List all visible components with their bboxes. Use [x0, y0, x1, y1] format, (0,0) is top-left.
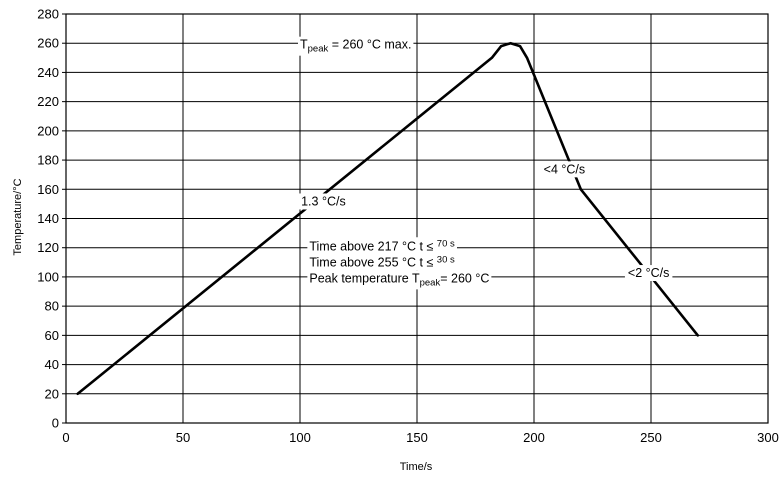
peak-temperature-label: Tpeak = 260 °C max.: [300, 38, 411, 55]
x-axis-title: Time/s: [400, 461, 433, 473]
profile-note-1-group: Time above 217 °C t ≤ 70 s: [307, 237, 458, 255]
y-tick-label: 260: [37, 36, 59, 51]
x-tick-label: 200: [523, 430, 545, 445]
profile-note-1: Time above 217 °C t ≤ 70 s: [309, 238, 455, 253]
x-tick-label: 100: [289, 430, 311, 445]
y-tick-label: 160: [37, 182, 59, 197]
profile-note-2: Time above 255 °C t ≤ 30 s: [309, 254, 455, 269]
peak-temperature-label-group: Tpeak = 260 °C max.: [298, 36, 414, 56]
profile-note-2-background: [307, 253, 458, 271]
y-tick-label: 240: [37, 65, 59, 80]
profile-note-3-background: [307, 270, 492, 290]
y-tick-label: 180: [37, 153, 59, 168]
profile-note-1-background: [307, 237, 458, 255]
slope-label-background: [624, 265, 673, 282]
profile-note-3-rest: = 260 °C: [440, 271, 489, 285]
y-tick-label: 80: [45, 299, 59, 314]
x-tick-label: 300: [757, 430, 779, 445]
y-tick-label: 200: [37, 123, 59, 138]
y-tick-label: 100: [37, 269, 59, 284]
slope-label: 1.3 °C/s: [301, 194, 346, 208]
slope-annotation: 1.3 °C/s: [298, 193, 349, 210]
y-tick-label: 140: [37, 211, 59, 226]
slope-label: <4 °C/s: [544, 162, 585, 176]
peak-temperature-label-rest: = 260 °C max.: [328, 38, 411, 52]
x-tick-label: 250: [640, 430, 662, 445]
profile-note-2-main: Time above 255 °C t ≤: [309, 255, 436, 269]
x-tick-label: 50: [176, 430, 190, 445]
profile-note-1-superscript: 70 s: [437, 238, 455, 249]
y-tick-label: 60: [45, 328, 59, 343]
slope-label: <2 °C/s: [628, 266, 669, 280]
slope-label-background: [540, 161, 589, 178]
profile-note-3-main: Peak temperature T: [309, 271, 420, 285]
y-tick-label: 120: [37, 240, 59, 255]
y-axis-title: Temperature/°C: [12, 178, 24, 255]
slope-label-background: [298, 193, 349, 210]
peak-temperature-label-background: [298, 36, 414, 56]
y-tick-label: 20: [45, 386, 59, 401]
tick-labels: 0 50 100 150 200 250 300 0 20 40 60 80 100 120 140 160 1…: [37, 7, 779, 446]
x-tick-label: 0: [62, 430, 69, 445]
plot-frame: [65, 13, 769, 424]
profile-note-3-group: Peak temperature Tpeak= 260 °C: [307, 270, 492, 290]
grid-layer: [62, 13, 769, 424]
profile-note-2-group: Time above 255 °C t ≤ 30 s: [307, 253, 458, 271]
profile-note-3-subscript: peak: [420, 277, 441, 288]
y-tick-label: 280: [37, 7, 59, 22]
y-tick-label: 0: [52, 416, 59, 431]
peak-temperature-label-main: T: [300, 38, 308, 52]
profile-note-1-main: Time above 217 °C t ≤: [309, 239, 436, 253]
annotation-layer: 1.3 °C/s <4 °C/s <2 °C/s Tpeak = 260 °C max…: [298, 36, 673, 290]
x-tick-label: 150: [406, 430, 428, 445]
profile-note-2-superscript: 30 s: [437, 254, 455, 265]
peak-temperature-label-subscript: peak: [308, 44, 329, 55]
slope-annotation: <2 °C/s: [624, 265, 673, 282]
slope-annotation: <4 °C/s: [540, 161, 589, 178]
profile-note-3: Peak temperature Tpeak= 260 °C: [309, 271, 489, 288]
y-tick-label: 40: [45, 357, 59, 372]
y-tick-label: 220: [37, 94, 59, 109]
